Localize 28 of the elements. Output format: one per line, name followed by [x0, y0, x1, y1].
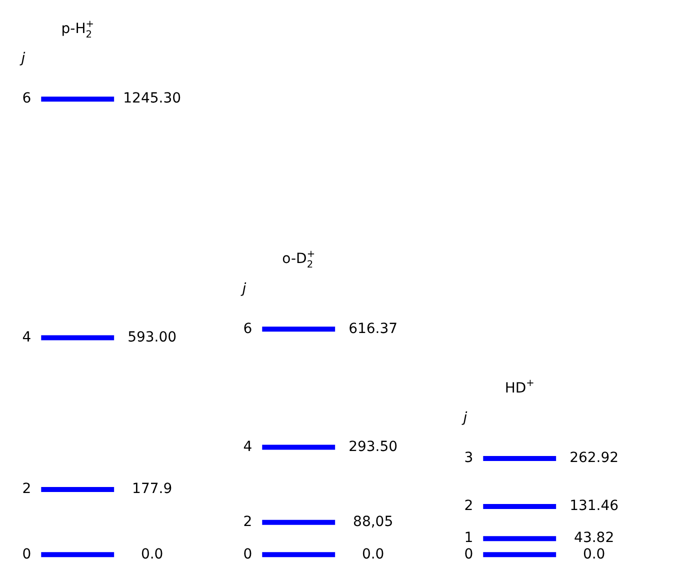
data-label: 0.0 — [140, 546, 164, 562]
category-label: 1 — [464, 530, 474, 546]
category-label: 2 — [464, 498, 474, 514]
data-label: 0.0 — [582, 546, 606, 562]
data-label: 131.46 — [570, 498, 619, 514]
data-label: 88,05 — [353, 514, 394, 530]
data-label: 43.82 — [574, 530, 614, 546]
data-label: 1245.30 — [123, 90, 182, 107]
text: j — [461, 410, 468, 426]
data-label: 593.00 — [128, 329, 177, 346]
text: HD+ — [504, 378, 534, 396]
data-label: 293.50 — [348, 438, 398, 455]
text: j — [19, 50, 26, 67]
category-label: 4 — [22, 329, 32, 346]
category-label: 2 — [243, 514, 252, 530]
text: j — [240, 280, 246, 297]
category-label: 3 — [464, 450, 474, 466]
category-label: 2 — [22, 481, 32, 498]
data-label: 262.92 — [570, 450, 619, 466]
category-label: 4 — [243, 438, 252, 455]
category-label: 6 — [22, 90, 32, 107]
data-label: 177.9 — [132, 481, 172, 498]
category-label: 0 — [464, 546, 474, 562]
category-label: 0 — [243, 546, 252, 562]
category-label: 6 — [243, 320, 252, 337]
data-label: 0.0 — [362, 546, 384, 562]
category-label: 0 — [22, 546, 32, 562]
data-label: 616.37 — [348, 320, 398, 337]
